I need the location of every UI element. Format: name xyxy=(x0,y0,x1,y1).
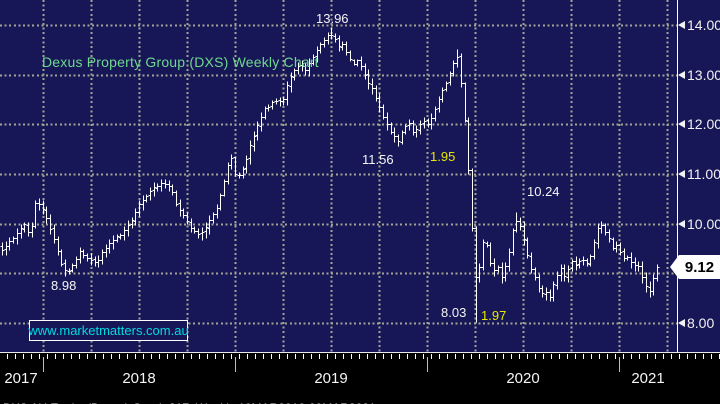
x-axis-band: 2017 2018 2019 2020 2021 DXS AU Equity (Dexu… xyxy=(0,352,720,404)
security-descriptor: DXS AU Equity (Dexus) Graph 217 Weekly 1… xyxy=(3,401,376,404)
year-separator xyxy=(43,357,44,372)
y-tick-arrow-icon xyxy=(678,219,685,228)
watermark-link[interactable]: www.marketmatters.com.au xyxy=(28,320,189,341)
y-axis-label: 13.00 xyxy=(678,67,720,83)
y-tick-arrow-icon xyxy=(678,21,685,29)
y-axis-label: 11.00 xyxy=(678,166,720,182)
y-tick-arrow-icon xyxy=(678,120,685,129)
price-annotation: 1.95 xyxy=(430,149,456,164)
ohlc-weekly-chart xyxy=(0,0,677,352)
status-bar: DXS AU Equity (Dexus) Graph 217 Weekly 1… xyxy=(0,387,720,404)
y-tick-arrow-icon xyxy=(678,70,685,79)
price-annotation: 1.97 xyxy=(481,308,507,323)
year-separator xyxy=(235,357,236,372)
last-price-badge: 9.12 xyxy=(670,255,720,279)
x-axis-ticks xyxy=(0,354,720,359)
price-annotation: 8.03 xyxy=(441,305,467,320)
x-axis-year-label: 2018 xyxy=(122,370,156,387)
y-tick-arrow-icon xyxy=(678,319,685,327)
ohlc-bars xyxy=(0,27,660,323)
price-annotation: 10.24 xyxy=(527,184,560,199)
price-annotation: 8.98 xyxy=(51,278,77,293)
y-axis-label: 14.00 xyxy=(678,17,720,33)
x-axis-year-label: 2020 xyxy=(506,370,540,387)
price-annotation: 11.56 xyxy=(362,152,394,167)
year-separator xyxy=(427,357,428,372)
chart-title: Dexus Property Group (DXS) Weekly Chart xyxy=(42,54,319,70)
y-axis-label: 12.00 xyxy=(678,116,720,132)
y-tick-arrow-icon xyxy=(678,170,685,178)
x-axis-year-label: 2019 xyxy=(314,370,348,387)
last-price-value: 9.12 xyxy=(684,258,715,276)
x-axis-year-label: 2017 xyxy=(4,370,38,387)
year-separator xyxy=(619,357,620,372)
y-axis-label: 10.00 xyxy=(678,216,720,232)
chart-plot-area[interactable]: Dexus Property Group (DXS) Weekly Chart … xyxy=(0,0,678,352)
x-axis-year-label: 2021 xyxy=(631,370,665,387)
y-axis-label: 8.00 xyxy=(678,315,714,331)
price-annotation: 13.96 xyxy=(316,11,349,26)
